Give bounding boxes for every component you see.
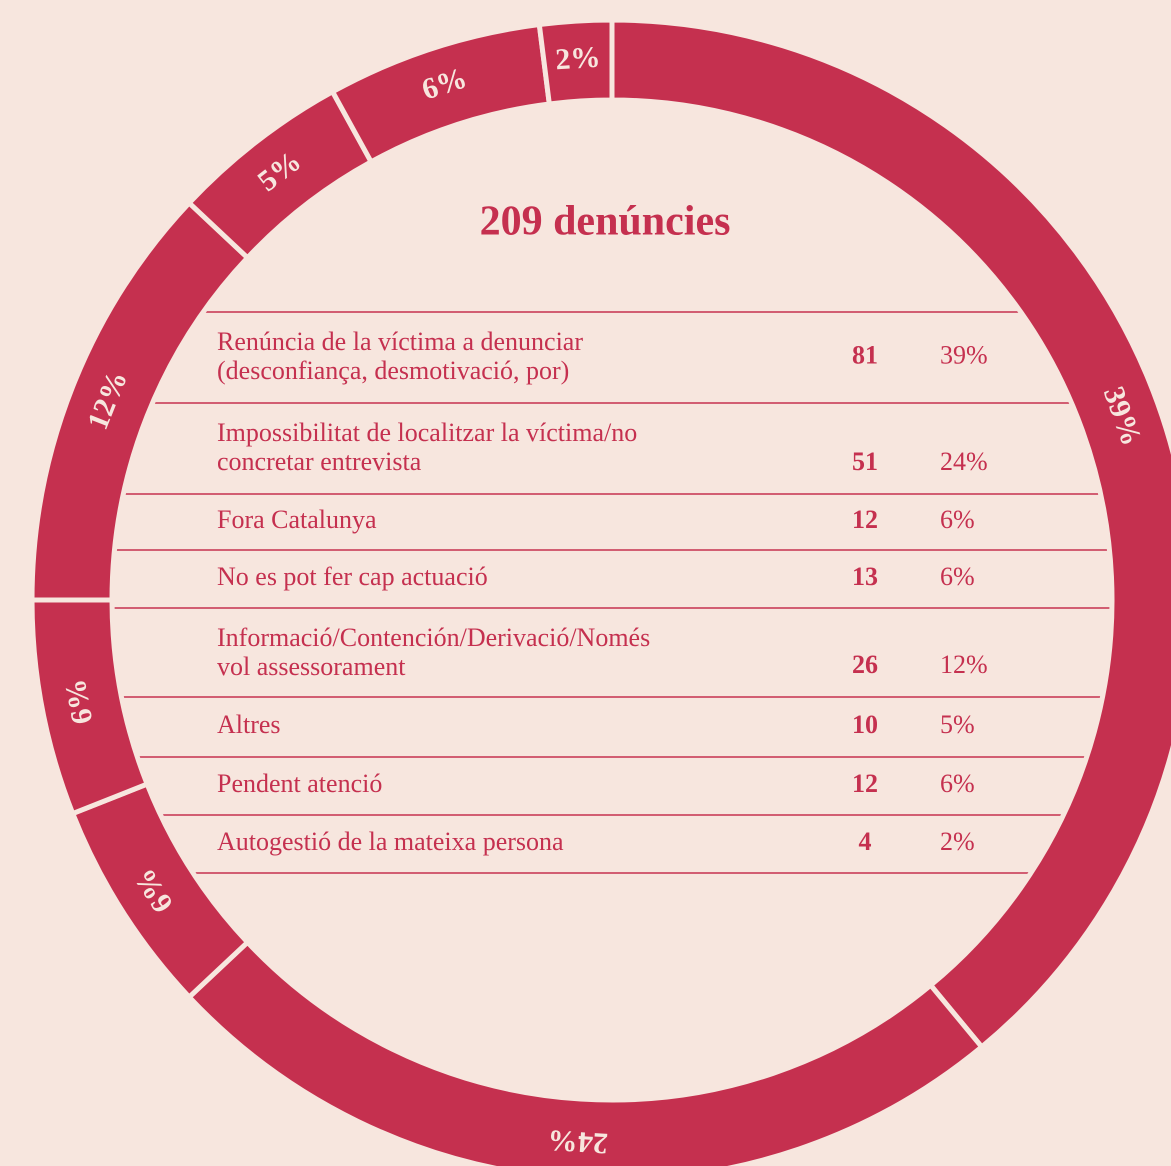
row-count: 26 [852, 650, 878, 679]
chart-title: 209 denúncies [480, 199, 731, 245]
row-label: Altres [217, 710, 281, 739]
row-count: 81 [852, 340, 878, 369]
row-label: No es pot fer cap actuació [217, 562, 488, 591]
row-percent: 24% [940, 447, 988, 476]
row-label: Informació/Contención/Derivació/Només [217, 623, 650, 652]
row-percent: 6% [940, 505, 975, 534]
row-label: vol assessorament [217, 652, 406, 681]
row-percent: 2% [940, 827, 975, 856]
row-percent: 6% [940, 562, 975, 591]
row-count: 4 [859, 827, 872, 856]
row-label: concretar entrevista [217, 447, 422, 476]
row-percent: 6% [940, 769, 975, 798]
row-label: Fora Catalunya [217, 505, 377, 534]
row-count: 12 [852, 769, 878, 798]
donut-segment [536, 17, 615, 107]
row-count: 13 [852, 562, 878, 591]
segment-label: 2% [554, 41, 601, 77]
segment-label: 24% [547, 1123, 609, 1160]
donut-segment [609, 17, 1171, 1051]
row-percent: 5% [940, 710, 975, 739]
row-label: Pendent atenció [217, 769, 382, 798]
row-label: (desconfiança, desmotivació, por) [217, 356, 569, 385]
row-count: 51 [852, 447, 878, 476]
row-count: 12 [852, 505, 878, 534]
row-count: 10 [852, 710, 878, 739]
row-label: Impossibilitat de localitzar la víctima/… [217, 418, 637, 447]
row-label: Autogestió de la mateixa persona [217, 827, 564, 856]
row-percent: 39% [940, 340, 988, 369]
row-percent: 12% [940, 650, 988, 679]
row-label: Renúncia de la víctima a denunciar [217, 327, 583, 356]
